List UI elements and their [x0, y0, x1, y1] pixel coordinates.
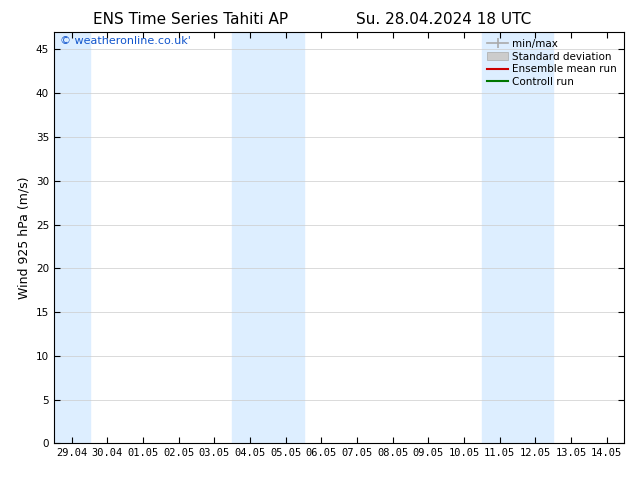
Legend: min/max, Standard deviation, Ensemble mean run, Controll run: min/max, Standard deviation, Ensemble me…	[486, 37, 619, 89]
Y-axis label: Wind 925 hPa (m/s): Wind 925 hPa (m/s)	[17, 176, 30, 299]
Bar	[482, 32, 553, 443]
Text: ENS Time Series Tahiti AP: ENS Time Series Tahiti AP	[93, 12, 288, 27]
Bar	[232, 32, 304, 443]
Bar	[54, 32, 89, 443]
Text: Su. 28.04.2024 18 UTC: Su. 28.04.2024 18 UTC	[356, 12, 531, 27]
Text: © weatheronline.co.uk': © weatheronline.co.uk'	[60, 36, 190, 46]
